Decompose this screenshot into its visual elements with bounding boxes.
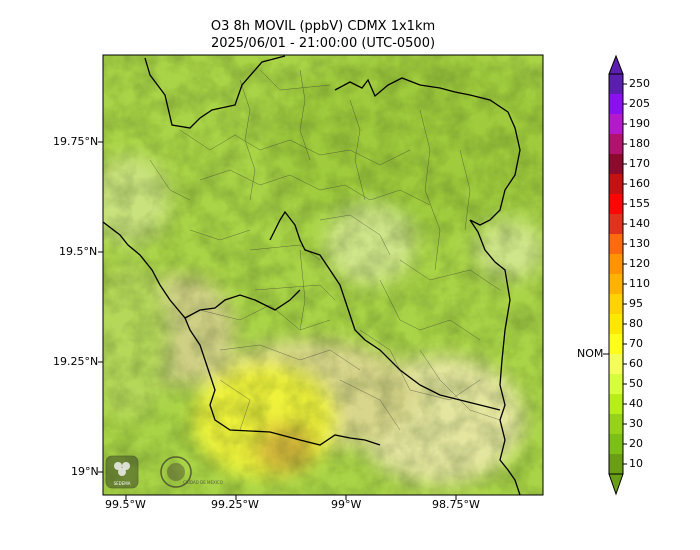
colorbar-segment	[609, 294, 623, 315]
colorbar-segment	[609, 94, 623, 115]
colorbar-level-label: 95	[629, 297, 643, 310]
colorbar-segment	[609, 454, 623, 475]
map-title: O3 8h MOVIL (ppbV) CDMX 1x1km	[210, 19, 436, 34]
lon-tick-label: 99°W	[331, 498, 362, 511]
cdmx-border	[269, 210, 501, 411]
colorbar-segment	[609, 194, 623, 215]
colorbar-level-label: 140	[629, 217, 650, 230]
terrain-relief	[103, 55, 543, 495]
map-frame	[102, 54, 544, 496]
lon-tick-label: 99.25°W	[211, 498, 259, 511]
colorbar-segment	[609, 414, 623, 435]
colorbar-segment	[609, 114, 623, 135]
colorbar-level-label: 190	[629, 117, 650, 130]
municipal-borders	[149, 69, 501, 431]
lat-tick-label: 19.25°N	[53, 355, 99, 368]
colorbar-segment	[609, 254, 623, 275]
colorbar-segment	[609, 394, 623, 415]
edomex-north-border	[144, 55, 286, 129]
colorbar-segment	[609, 74, 623, 95]
gobierno-cdmx-logo-text: CIUDAD DE MÉXICO	[183, 480, 223, 485]
colorbar-level-label: 10	[629, 457, 643, 470]
lat-tick-label: 19.5°N	[59, 245, 98, 258]
gobierno-cdmx-logo: CIUDAD DE MÉXICO	[160, 456, 223, 488]
colorbar-segment	[609, 274, 623, 295]
cdmx-south-border	[204, 359, 381, 446]
lon-tick-label: 99.5°W	[105, 498, 146, 511]
lat-tick-label: 19°N	[71, 465, 99, 478]
cdmx-west-border	[184, 289, 301, 319]
colorbar-level-label: 250	[629, 77, 650, 90]
lon-tick-label: 98.75°W	[432, 498, 480, 511]
colorbar-level-label: 70	[629, 337, 643, 350]
colorbar-level-label: 120	[629, 257, 650, 270]
colorbar	[603, 54, 627, 496]
map-subtitle: 2025/06/01 - 21:00:00 (UTC-0500)	[210, 36, 436, 51]
lat-tick-label: 19.75°N	[53, 135, 99, 148]
colorbar-level-label: 160	[629, 177, 650, 190]
nom-label: NOM	[577, 347, 604, 360]
colorbar-segment	[609, 134, 623, 155]
axis-ticks	[98, 141, 457, 500]
hidalgo-border	[334, 77, 521, 226]
colorbar-level-label: 110	[629, 277, 650, 290]
colorbar-level-label: 60	[629, 357, 643, 370]
colorbar-segment	[609, 234, 623, 255]
colorbar-segment	[609, 434, 623, 455]
colorbar-segment	[609, 374, 623, 395]
colorbar-level-label: 130	[629, 237, 650, 250]
west-border	[103, 221, 206, 361]
state-borders	[103, 55, 521, 495]
colorbar-level-label: 170	[629, 157, 650, 170]
colorbar-level-label: 80	[629, 317, 643, 330]
colorbar-segment	[609, 334, 623, 355]
colorbar-level-label: 20	[629, 437, 643, 450]
colorbar-level-label: 205	[629, 97, 650, 110]
colorbar-level-label: 155	[629, 197, 650, 210]
colorbar-segment	[609, 354, 623, 375]
colorbar-segment	[609, 174, 623, 195]
colorbar-level-label: 180	[629, 137, 650, 150]
colorbar-segment	[609, 214, 623, 235]
tlaxcala-border	[469, 219, 521, 495]
colorbar-max-extension	[608, 54, 624, 75]
colorbar-level-label: 30	[629, 417, 643, 430]
colorbar-min-extension	[608, 473, 624, 496]
colorbar-level-label: 40	[629, 397, 643, 410]
colorbar-segment	[609, 154, 623, 175]
colorbar-frame	[608, 73, 624, 475]
colorbar-level-label: 50	[629, 377, 643, 390]
colorbar-segment	[609, 314, 623, 335]
sedema-logo-text: SEDEMA	[114, 481, 131, 486]
sedema-logo: SEDEMA	[105, 455, 139, 489]
